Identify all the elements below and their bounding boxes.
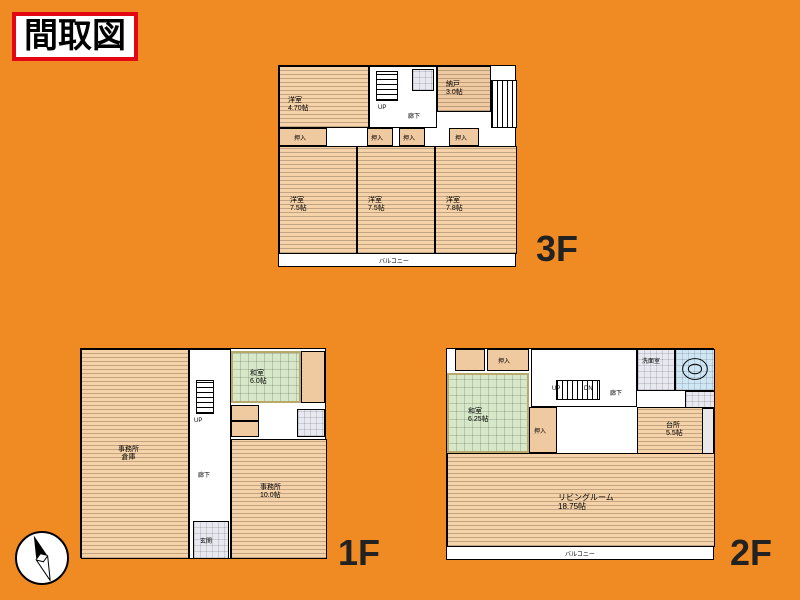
bathtub-icon xyxy=(676,350,714,390)
room-1f-souko: 事務所 倉庫 xyxy=(81,349,189,559)
lbl-2f-living: リビングルーム 18.75帖 xyxy=(558,494,614,512)
lbl-closet-3f-2: 押入 xyxy=(371,133,383,142)
closet-3f-4: 押入 xyxy=(449,128,479,146)
lbl-1f-jimusho10: 事務所 10.0帖 xyxy=(260,484,281,499)
balcony-2f: バルコニー xyxy=(446,546,714,560)
stairs-3f-right xyxy=(491,80,517,128)
lbl-2f-kitchen: 台所 5.5帖 xyxy=(666,422,683,437)
closet-2f-side: 押入 xyxy=(529,407,557,453)
floor-label-2f: 2F xyxy=(730,532,772,574)
closet-3f-1: 押入 xyxy=(279,128,327,146)
lbl-closet-3f-3: 押入 xyxy=(403,133,415,142)
lbl-closet-3f-4: 押入 xyxy=(455,133,467,142)
lbl-2f-senmen: 洗面室 xyxy=(642,356,660,365)
closet-1f-top xyxy=(301,351,325,403)
room-2f-washitsu: 和室 6.25帖 xyxy=(447,373,529,453)
lbl-1f-genkan: 玄関 xyxy=(200,536,212,545)
title-text: 間取図 xyxy=(24,17,126,55)
genkan-1f: 玄関 xyxy=(193,521,229,559)
lbl-2f-washitsu: 和室 6.25帖 xyxy=(468,408,489,423)
room-3f-yoshitsu-470: 洋室 4.70帖 xyxy=(279,66,369,128)
compass-icon xyxy=(14,530,70,586)
closet-2f-top2: 押入 xyxy=(487,349,529,371)
lbl-2f-dn: DN xyxy=(584,386,593,392)
floor-label-3f: 3F xyxy=(536,228,578,270)
lbl-3f-y75a: 洋室 7.5帖 xyxy=(290,197,307,212)
corridor-2f: UP DN 廊下 xyxy=(531,349,637,407)
floorplan-2f: 押入 洗面室 UP DN 廊下 和室 6.25帖 押入 台所 5.5帖 リビング… xyxy=(446,348,714,546)
toilet-1f xyxy=(297,409,325,437)
closet-1f-b xyxy=(231,421,259,437)
lbl-1f-up: UP xyxy=(194,418,202,424)
lbl-2f-oshiire-top: 押入 xyxy=(498,356,510,365)
room-1f-washitsu: 和室 6.0帖 xyxy=(231,351,301,403)
lbl-3f-yoshitsu-470: 洋室 4.70帖 xyxy=(288,97,309,112)
lbl-1f-rouka: 廊下 xyxy=(198,470,210,479)
room-3f-yoshitsu-75b: 洋室 7.5帖 xyxy=(357,146,435,254)
lbl-closet-3f-1: 押入 xyxy=(294,133,306,142)
toilet-3f xyxy=(412,69,434,91)
stairs-3f xyxy=(376,71,398,101)
lbl-3f-y75b: 洋室 7.5帖 xyxy=(368,197,385,212)
bath-2f xyxy=(675,349,715,391)
lbl-3f-balcony: バルコニー xyxy=(379,256,409,265)
lbl-2f-balcony: バルコニー xyxy=(565,549,595,558)
lbl-2f-up: UP xyxy=(552,386,560,392)
lbl-1f-souko: 事務所 倉庫 xyxy=(118,446,139,461)
room-2f-living: リビングルーム 18.75帖 xyxy=(447,453,715,547)
page-title: 間取図 xyxy=(12,12,138,61)
closet-3f-3: 押入 xyxy=(399,128,425,146)
lbl-2f-rouka: 廊下 xyxy=(610,388,622,397)
floor-label-1f: 1F xyxy=(338,532,380,574)
floorplan-3f: 洋室 4.70帖 UP 廊下 納戸 3.0帖 押入 押入 押入 押入 洋室 7.… xyxy=(278,65,516,253)
lbl-3f-y78: 洋室 7.8帖 xyxy=(446,197,463,212)
lbl-1f-washitsu: 和室 6.0帖 xyxy=(250,370,267,385)
room-3f-yoshitsu-75a: 洋室 7.5帖 xyxy=(279,146,357,254)
closet-1f-a xyxy=(231,405,259,421)
floorplan-1f: 事務所 倉庫 和室 6.0帖 UP 廊下 事務所 10.0帖 玄関 xyxy=(80,348,326,558)
lbl-3f-nando: 納戸 3.0帖 xyxy=(446,81,463,96)
room-3f-corridor-top: UP 廊下 xyxy=(369,66,437,128)
stairs-2f xyxy=(556,380,600,400)
lbl-3f-rouka: 廊下 xyxy=(408,111,420,120)
room-1f-jimusho10: 事務所 10.0帖 xyxy=(231,439,327,559)
lbl-2f-oshiire-side: 押入 xyxy=(534,426,546,435)
balcony-3f: バルコニー xyxy=(278,253,516,267)
room-3f-yoshitsu-78: 洋室 7.8帖 xyxy=(435,146,517,254)
room-3f-nando: 納戸 3.0帖 xyxy=(437,66,491,112)
closet-2f-top1 xyxy=(455,349,485,371)
closet-3f-2: 押入 xyxy=(367,128,393,146)
senmen-2f: 洗面室 xyxy=(637,349,675,391)
stairs-1f xyxy=(196,380,214,414)
lbl-3f-up: UP xyxy=(378,105,386,111)
